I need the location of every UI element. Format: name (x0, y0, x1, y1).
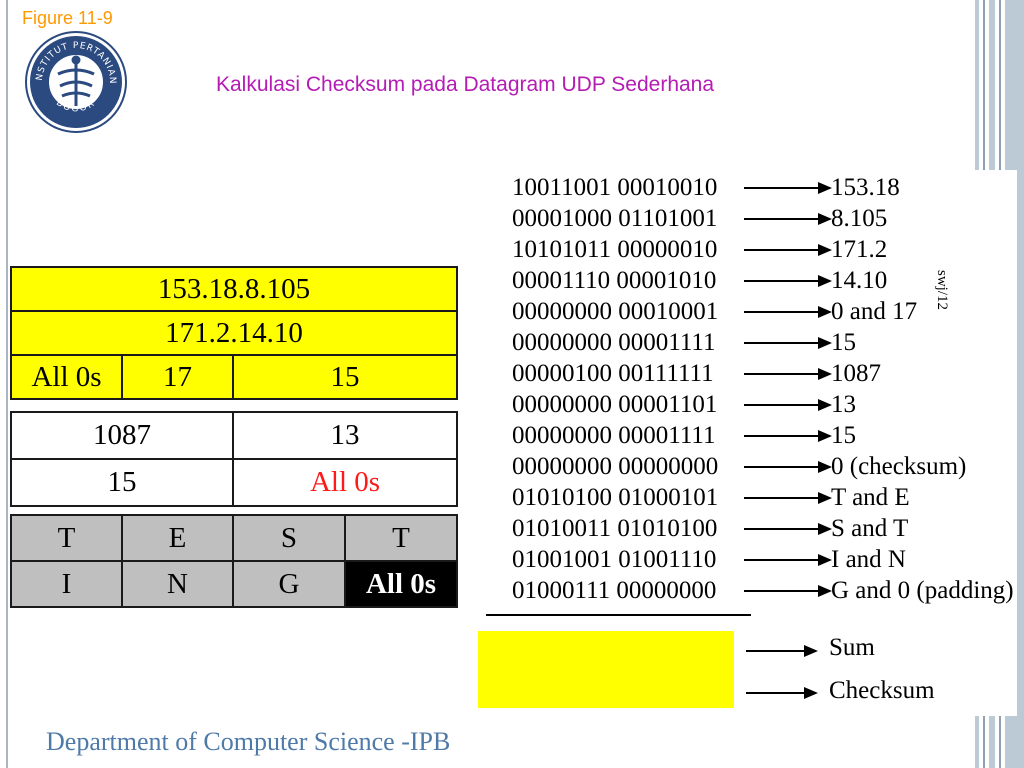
arrow-right-icon (744, 554, 832, 566)
udp-length-cell: 15 (10, 458, 234, 507)
binary-value: 00001000 01101001 (512, 205, 718, 232)
arrow-right-icon (744, 430, 832, 442)
frame-left-border (6, 0, 8, 768)
binary-row-label: 8.105 (831, 205, 888, 232)
arrow-right-icon (744, 275, 832, 287)
source-port-cell: 1087 (10, 411, 234, 460)
slide-number: swj/12 (934, 270, 950, 311)
data-cell: S (232, 514, 346, 562)
binary-row-label: 15 (831, 422, 856, 449)
arrow-right-icon (744, 182, 832, 194)
destination-port-cell: 13 (232, 411, 458, 460)
binary-value: 00000000 00001111 (512, 329, 716, 356)
arrow-right-icon (744, 585, 832, 597)
source-ip-cell: 153.18.8.105 (9, 266, 459, 312)
binary-row-label: S and T (831, 515, 909, 542)
binary-value: 01010100 01000101 (512, 484, 719, 511)
protocol-cell: 17 (121, 354, 234, 400)
binary-value: 00000000 00010001 (512, 298, 719, 325)
data-cell: T (344, 514, 458, 562)
binary-value: 00000000 00001101 (512, 391, 718, 418)
arrow-right-icon (744, 399, 832, 411)
data-cell: N (121, 560, 234, 608)
binary-row-label: 15 (831, 329, 856, 356)
binary-row-label: 153.18 (831, 174, 900, 201)
pseudoheader-table: 153.18.8.105 171.2.14.10 All 0s 17 15 (9, 266, 459, 400)
binary-value: 00000100 00111111 (512, 360, 714, 387)
binary-row-label: 13 (831, 391, 856, 418)
binary-row-label: T and E (831, 484, 910, 511)
checksum-label: Checksum (829, 677, 935, 704)
zeros-cell: All 0s (10, 354, 123, 400)
arrow-right-icon (744, 213, 832, 225)
data-cell: I (10, 560, 123, 608)
arrow-right-icon (744, 306, 832, 318)
udp-header-table: 1087 13 15 All 0s (10, 411, 458, 507)
arrow-right-icon (744, 523, 832, 535)
figure-label: Figure 11-9 (22, 8, 113, 28)
data-cell: T (10, 514, 123, 562)
binary-row-label: 171.2 (831, 236, 888, 263)
ipb-university-seal-icon: INSTITUT PERTANIAN BOGOR (22, 23, 128, 134)
binary-row-label: 1087 (831, 360, 881, 387)
data-cell: G (232, 560, 346, 608)
binary-row-label: G and 0 (padding) (831, 577, 1014, 604)
sum-label: Sum (829, 634, 875, 661)
result-highlight-box (478, 631, 734, 708)
binary-row-label: I and N (831, 546, 906, 573)
slide-title: Kalkulasi Checksum pada Datagram UDP Sed… (216, 73, 715, 96)
binary-value: 01010011 01010100 (512, 515, 718, 542)
arrow-right-icon (744, 492, 832, 504)
data-cell: E (121, 514, 234, 562)
arrow-right-icon (746, 645, 818, 657)
arrow-right-icon (744, 461, 832, 473)
arrow-right-icon (744, 368, 832, 380)
binary-value: 01000111 00000000 (512, 577, 717, 604)
padding-cell: All 0s (344, 560, 458, 608)
data-table: T E S T I N G All 0s (10, 514, 458, 608)
binary-row-label: 0 (checksum) (831, 453, 967, 480)
arrow-right-icon (746, 687, 818, 699)
arrow-right-icon (744, 244, 832, 256)
pseudo-length-cell: 15 (231, 354, 459, 400)
binary-row-label: 14.10 (831, 267, 888, 294)
binary-value: 10101011 00000010 (512, 236, 718, 263)
arrow-right-icon (744, 337, 832, 349)
binary-value: 10011001 00010010 (512, 174, 718, 201)
binary-value: 00001110 00001010 (512, 267, 717, 294)
destination-ip-cell: 171.2.14.10 (9, 310, 459, 356)
checksum-cell: All 0s (232, 458, 458, 507)
binary-value: 00000000 00001111 (512, 422, 716, 449)
footer-text: Department of Computer Science -IPB (46, 727, 451, 756)
binary-row-label: 0 and 17 (831, 298, 918, 325)
sum-divider-line (486, 614, 751, 616)
binary-value: 00000000 00000000 (512, 453, 719, 480)
binary-value: 01001001 01001110 (512, 546, 717, 573)
